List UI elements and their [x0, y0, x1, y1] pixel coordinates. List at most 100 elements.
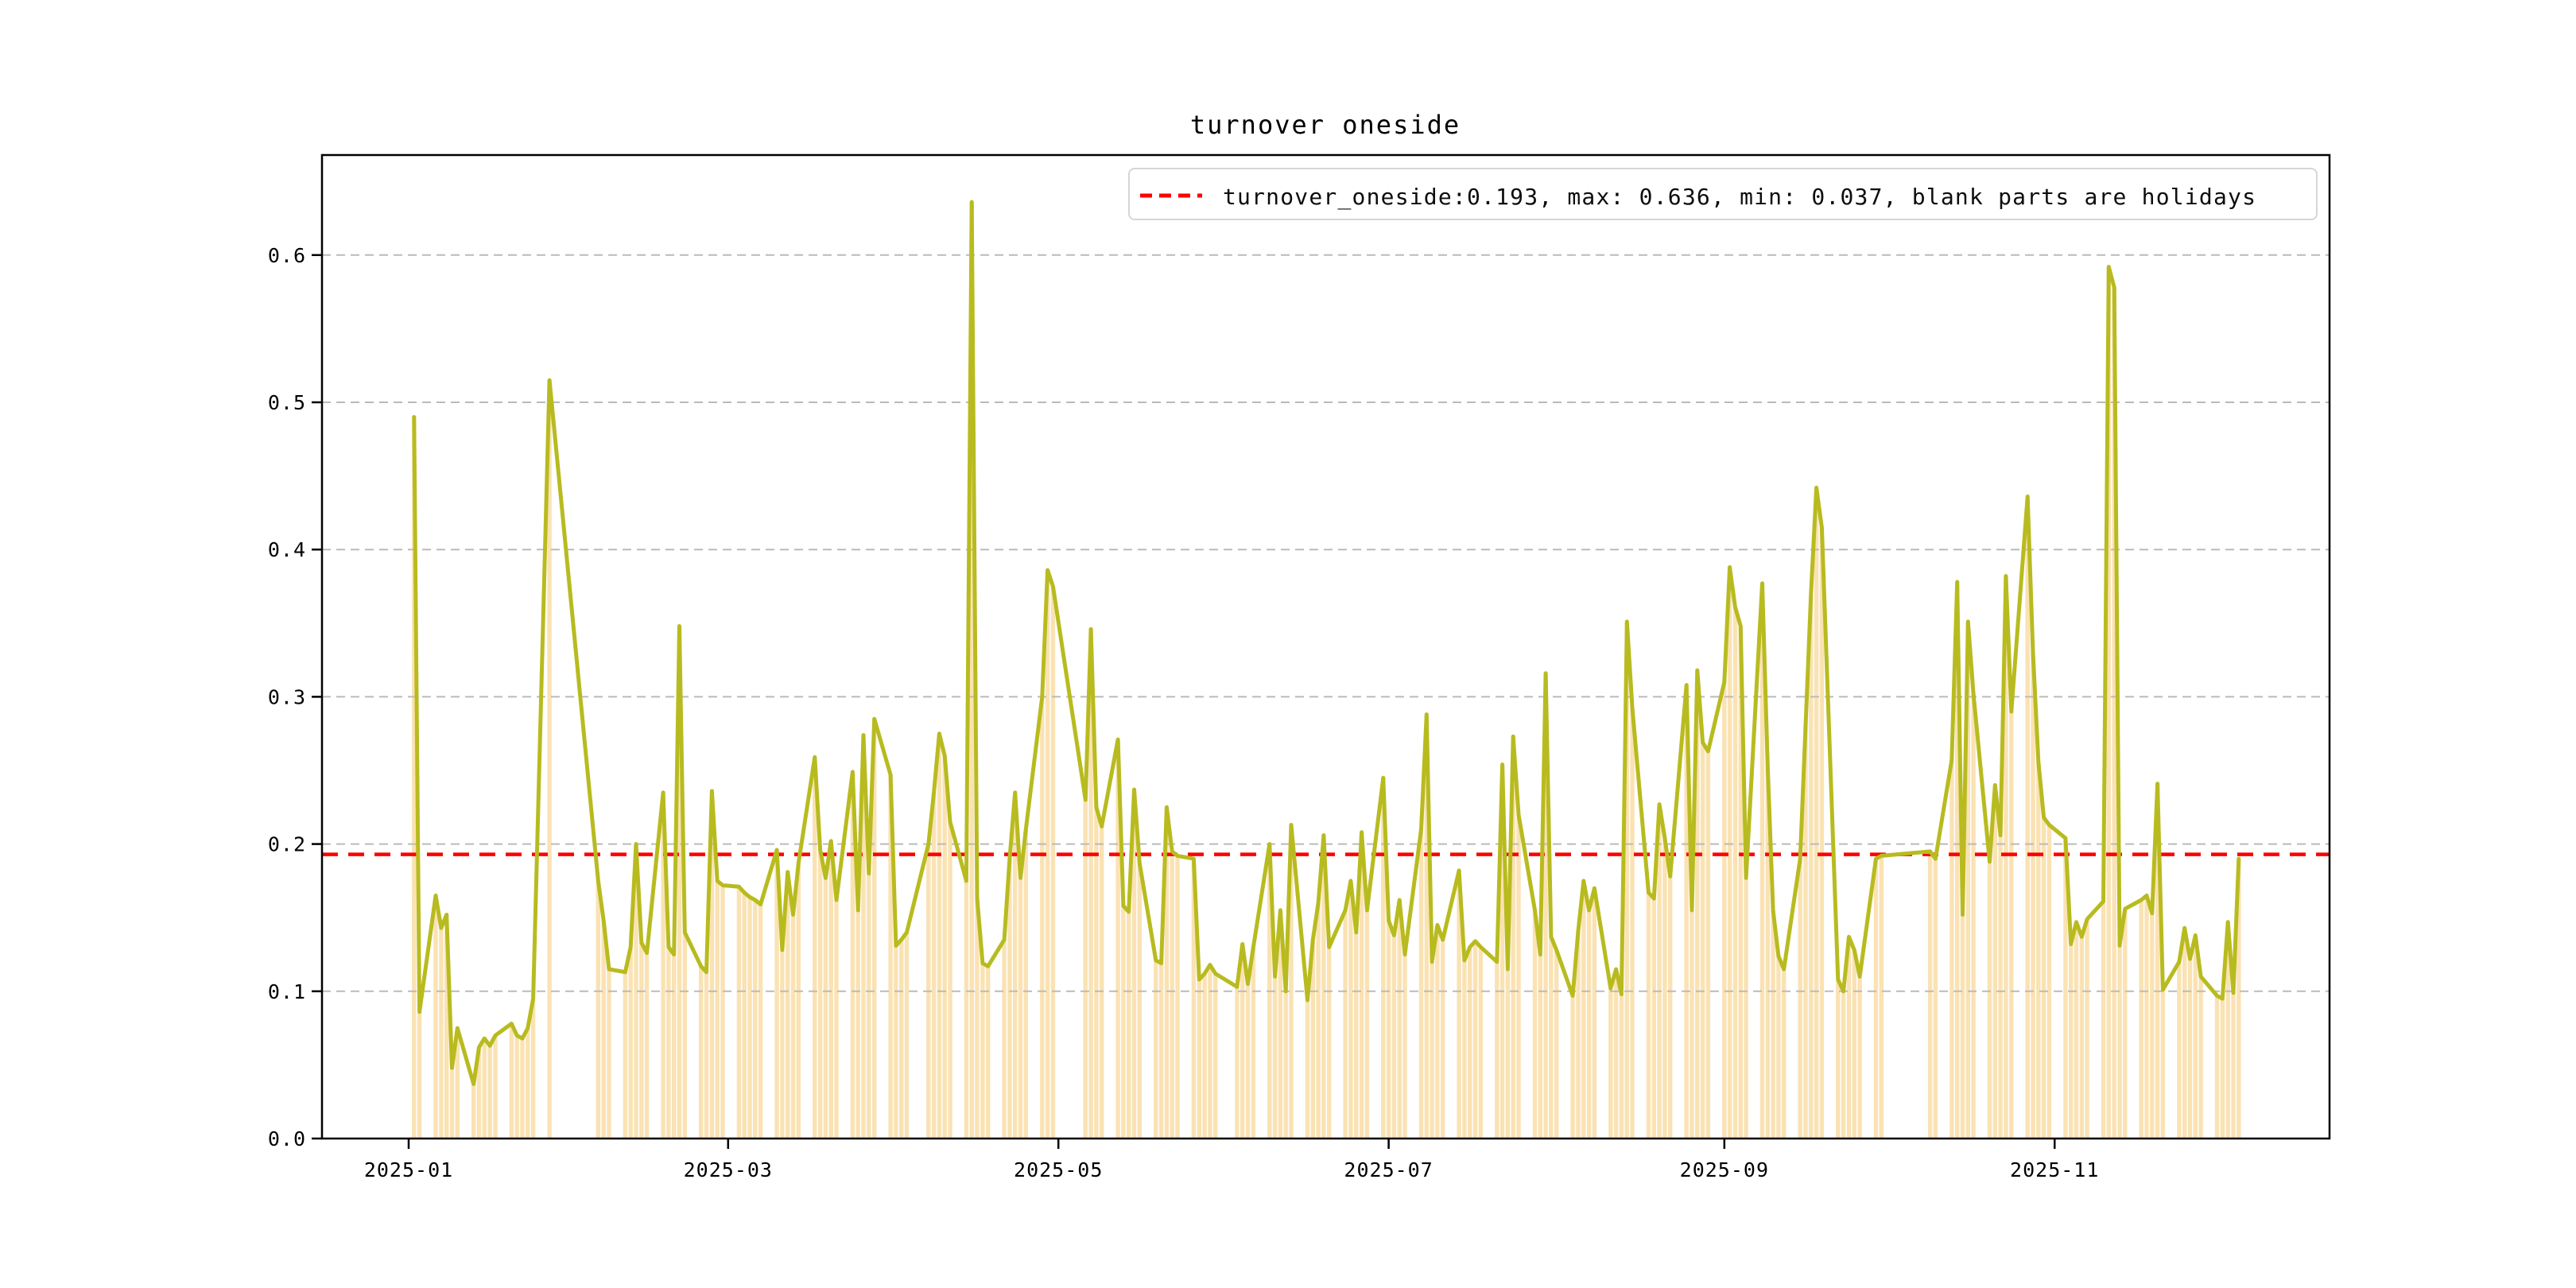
trading-day-bar	[736, 886, 742, 1139]
trading-day-bar	[1391, 935, 1397, 1139]
trading-day-bar	[672, 954, 677, 1139]
trading-day-bar	[1251, 947, 1256, 1139]
trading-day-bar	[1023, 829, 1028, 1139]
trading-day-bar	[1505, 969, 1511, 1139]
trading-day-bar	[526, 1028, 530, 1139]
trading-day-bar	[1624, 621, 1629, 1139]
trading-day-bar	[942, 755, 947, 1139]
trading-day-bar	[1191, 859, 1197, 1139]
trading-day-bar	[850, 771, 855, 1139]
trading-day-bar	[471, 1084, 476, 1139]
x-tick-label: 2025-09	[1680, 1158, 1769, 1181]
trading-day-bar	[1960, 914, 1965, 1139]
trading-day-bar	[828, 840, 833, 1139]
trading-day-bar	[2139, 900, 2143, 1139]
trading-day-bar	[1457, 870, 1461, 1139]
trading-day-bar	[601, 920, 606, 1139]
trading-day-bar	[2036, 761, 2041, 1139]
trading-day-bar	[796, 863, 801, 1139]
trading-day-bar	[1441, 940, 1445, 1139]
trading-day-bar	[1495, 961, 1499, 1139]
trading-day-bar	[1836, 980, 1841, 1139]
trading-day-bar	[1971, 693, 1976, 1139]
trading-day-bar	[948, 821, 952, 1139]
trading-day-bar	[1630, 708, 1635, 1139]
chart-title: turnover oneside	[1190, 110, 1461, 140]
trading-day-bar	[1846, 937, 1852, 1139]
trading-day-bar	[417, 1011, 422, 1139]
trading-day-bar	[1289, 824, 1294, 1139]
trading-day-bar	[861, 735, 866, 1139]
trading-day-bar	[1348, 880, 1353, 1139]
trading-day-bar	[2079, 937, 2084, 1139]
trading-day-bar	[1841, 991, 1846, 1139]
trading-day-bar	[704, 972, 709, 1139]
trading-day-bar	[1511, 736, 1515, 1139]
trading-day-bar	[2025, 496, 2030, 1139]
trading-day-bar	[1879, 855, 1884, 1139]
trading-day-bar	[1700, 742, 1705, 1139]
trading-day-bar	[1013, 792, 1018, 1139]
turnover-series-line	[412, 200, 2241, 1086]
trading-day-bar	[1240, 944, 1245, 1139]
trading-day-bar	[969, 202, 974, 1139]
trading-day-bar	[2155, 783, 2160, 1139]
trading-day-bar	[2112, 287, 2116, 1139]
x-tick-label: 2025-01	[364, 1158, 453, 1181]
trading-day-bar	[509, 1023, 514, 1139]
trading-day-bar	[1435, 925, 1440, 1139]
x-axis-ticks: 2025-01 2025-03 2025-05 2025-07 2025-09 2025-…	[364, 1139, 2099, 1181]
trading-day-bar	[1581, 880, 1586, 1139]
trading-day-bar	[753, 900, 758, 1139]
trading-day-bar	[487, 1046, 492, 1139]
trading-day-bar	[2009, 711, 2014, 1139]
trading-day-bar	[1744, 878, 1748, 1139]
trading-day-bar	[1272, 976, 1278, 1139]
trading-day-bar	[980, 963, 985, 1139]
trading-day-bar	[1727, 567, 1732, 1139]
trading-day-bar	[1646, 892, 1651, 1139]
trading-day-bar	[899, 940, 904, 1139]
trading-day-bar	[644, 952, 650, 1139]
trading-day-bar	[855, 910, 860, 1139]
trading-day-bar	[1798, 859, 1802, 1139]
trading-day-bar	[2123, 909, 2128, 1139]
trading-day-bar	[607, 969, 611, 1139]
trading-day-bar	[1776, 956, 1781, 1139]
trading-day-bar	[1684, 685, 1689, 1139]
trading-day-bar	[742, 892, 747, 1139]
trading-day-bar	[1814, 487, 1819, 1139]
trading-day-bar	[1278, 910, 1283, 1139]
trading-day-bar	[1164, 807, 1170, 1139]
trading-day-bar	[1554, 949, 1559, 1139]
trading-day-bar	[1402, 954, 1407, 1139]
x-tick-label: 2025-03	[684, 1158, 773, 1181]
y-tick-label: 0.5	[268, 391, 306, 414]
trading-day-bar	[2182, 928, 2187, 1139]
trading-day-bar	[514, 1035, 519, 1139]
trading-day-bar	[1310, 940, 1315, 1139]
trading-day-bar	[623, 972, 628, 1139]
trading-day-bar	[1083, 800, 1088, 1139]
trading-day-bar	[547, 380, 552, 1139]
y-tick-label: 0.4	[268, 538, 306, 561]
trading-day-bar	[1050, 586, 1056, 1139]
trading-day-bar	[1040, 696, 1045, 1139]
trading-day-bar	[1955, 581, 1960, 1139]
trading-day-bar	[2041, 817, 2046, 1139]
trading-day-bar	[817, 850, 823, 1139]
trading-day-bar	[1316, 902, 1321, 1139]
trading-day-bar	[1154, 960, 1158, 1139]
trading-day-bar	[834, 900, 839, 1139]
trading-day-bar	[986, 966, 991, 1139]
trading-day-bar	[677, 626, 682, 1139]
trading-day-bar	[2150, 913, 2155, 1139]
trading-day-bar	[1462, 960, 1467, 1139]
trading-day-bar	[1468, 947, 1472, 1139]
trading-day-bar	[1771, 910, 1775, 1139]
x-tick-label: 2025-11	[2010, 1158, 2099, 1181]
y-tick-label: 0.3	[268, 685, 306, 708]
trading-day-bar	[2117, 945, 2122, 1139]
